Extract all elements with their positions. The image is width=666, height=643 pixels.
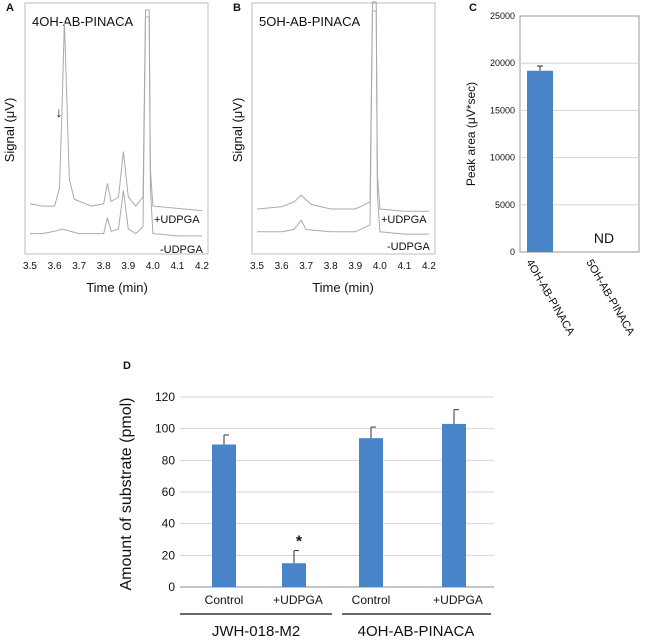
- panel-a-trace-minus-udpga: [30, 16, 202, 237]
- panel-b-xlabel: Time (min): [312, 280, 374, 295]
- panel-d-group-label-2: 4OH-AB-PINACA: [358, 623, 475, 640]
- panel-d-y-tick-label: 120: [155, 390, 175, 404]
- panel-a-x-tick-label: 4.2: [195, 261, 209, 272]
- panel-b-x-ticks: 3.5 3.6 3.7 3.8 3.9 4.0 4.1 4.2: [250, 261, 436, 272]
- panel-b-x-tick-label: 4.0: [373, 261, 387, 272]
- panel-b-legend-plus: +UDPGA: [381, 214, 427, 226]
- panel-d-x-tick-label: +UDPGA: [433, 593, 483, 607]
- panel-b-ylabel: Signal (μV): [230, 98, 245, 163]
- panel-a-x-tick-label: 3.6: [48, 261, 62, 272]
- panel-b-inset-label: 5OH-AB-PINACA: [259, 14, 360, 29]
- panel-c-bars: ND: [527, 65, 614, 252]
- panel-c-y-tick-label: 0: [510, 247, 515, 257]
- panel-letter-a: A: [6, 2, 14, 14]
- panel-c-bar-label: ND: [594, 230, 614, 246]
- panel-c-y-ticks: 0 5000 10000 15000 20000 25000: [490, 11, 515, 257]
- panel-c-y-tick-label: 5000: [495, 200, 515, 210]
- panel-d-x-tick-label: Control: [205, 593, 244, 607]
- panel-d-significance-star: *: [296, 534, 303, 551]
- panel-a-x-tick-label: 3.9: [121, 261, 135, 272]
- panel-c-frame: [519, 15, 640, 253]
- panel-d-group-label-1: JWH-018-M2: [212, 623, 300, 640]
- panel-a-xlabel: Time (min): [86, 280, 148, 295]
- panel-d-bar: [282, 563, 306, 587]
- panel-b-trace-plus-udpga: [256, 1, 429, 212]
- panel-letter-b: B: [233, 2, 241, 14]
- panel-c-ylabel: Peak area (μV*sec): [464, 82, 478, 186]
- panel-a-legend-plus: +UDPGA: [154, 214, 200, 226]
- panel-a-x-tick-label: 4.1: [170, 261, 184, 272]
- panel-b-x-tick-label: 3.5: [250, 261, 264, 272]
- panel-d-bars: *: [212, 409, 466, 587]
- panel-b-x-tick-label: 3.9: [348, 261, 362, 272]
- panel-b-x-tick-label: 4.2: [422, 261, 436, 272]
- panel-b-trace-minus-udpga: [257, 10, 429, 235]
- panel-d-x-ticks: Control +UDPGA Control +UDPGA: [205, 593, 483, 607]
- panel-b-frame: [251, 2, 436, 255]
- panel-d: 0 20 40 60 80 100 120 * Control +UDPGA Control +U…: [118, 390, 494, 640]
- panel-letter-c: C: [469, 2, 477, 14]
- panel-c: 0 5000 10000 15000 20000 25000 ND Peak area (…: [464, 11, 640, 339]
- panel-d-bar: [212, 444, 236, 587]
- panel-c-x-tick-label: 4OH-AB-PINACA: [523, 258, 577, 339]
- panel-b-x-tick-label: 3.8: [324, 261, 338, 272]
- panel-c-y-tick-label: 15000: [490, 105, 515, 115]
- panel-a-x-ticks: 3.5 3.6 3.7 3.8 3.9 4.0 4.1 4.2: [23, 261, 209, 272]
- panel-d-y-tick-label: 80: [162, 453, 176, 467]
- panel-b-x-tick-label: 4.1: [397, 261, 411, 272]
- panel-c-y-tick-label: 10000: [490, 153, 515, 163]
- panel-d-y-tick-label: 40: [162, 517, 176, 531]
- panel-d-x-tick-label: +UDPGA: [273, 593, 323, 607]
- panel-c-x-ticks: 4OH-AB-PINACA 5OH-AB-PINACA: [523, 258, 637, 339]
- panel-a-ylabel: Signal (μV): [2, 98, 17, 163]
- panel-b-x-tick-label: 3.6: [275, 261, 289, 272]
- panel-b-legend-minus: -UDPGA: [387, 241, 430, 253]
- panel-a-traces: [29, 9, 203, 237]
- panel-a-x-tick-label: 3.8: [97, 261, 111, 272]
- panel-c-y-tick-label: 25000: [490, 11, 515, 21]
- panel-b-x-tick-label: 3.7: [299, 261, 313, 272]
- panel-a-peak-arrow: ↓: [56, 104, 63, 120]
- panel-d-x-tick-label: Control: [352, 593, 391, 607]
- panel-d-bar: [442, 423, 466, 587]
- panel-a-legend-minus: -UDPGA: [160, 244, 203, 256]
- panel-b: 5OH-AB-PINACA +UDPGA -UDPGA 3.5 3.6 3.7 3.8…: [230, 1, 436, 295]
- panel-a-x-tick-label: 3.5: [23, 261, 37, 272]
- panel-d-y-tick-label: 60: [162, 485, 176, 499]
- panel-d-bar: [359, 438, 383, 587]
- panel-a: 4OH-AB-PINACA ↓ +UDPGA -UDPGA 3.5 3.6 3.7 3…: [2, 2, 209, 295]
- panel-c-y-tick-label: 20000: [490, 58, 515, 68]
- panel-d-y-tick-label: 20: [162, 548, 176, 562]
- panel-b-traces: [256, 1, 429, 235]
- panel-d-ylabel: Amount of substrate (pmol): [118, 398, 135, 591]
- panel-d-y-tick-label: 100: [155, 422, 175, 436]
- panel-c-x-tick-label: 5OH-AB-PINACA: [583, 258, 637, 339]
- panel-letter-d: D: [123, 360, 131, 372]
- panel-d-y-tick-label: 0: [168, 580, 175, 594]
- panel-c-bar: [527, 70, 553, 252]
- panel-a-x-tick-label: 3.7: [72, 261, 86, 272]
- panel-a-frame: [24, 2, 209, 255]
- panel-a-x-tick-label: 4.0: [146, 261, 160, 272]
- panel-d-y-ticks: 0 20 40 60 80 100 120: [155, 390, 175, 594]
- panel-a-inset-label: 4OH-AB-PINACA: [32, 14, 133, 29]
